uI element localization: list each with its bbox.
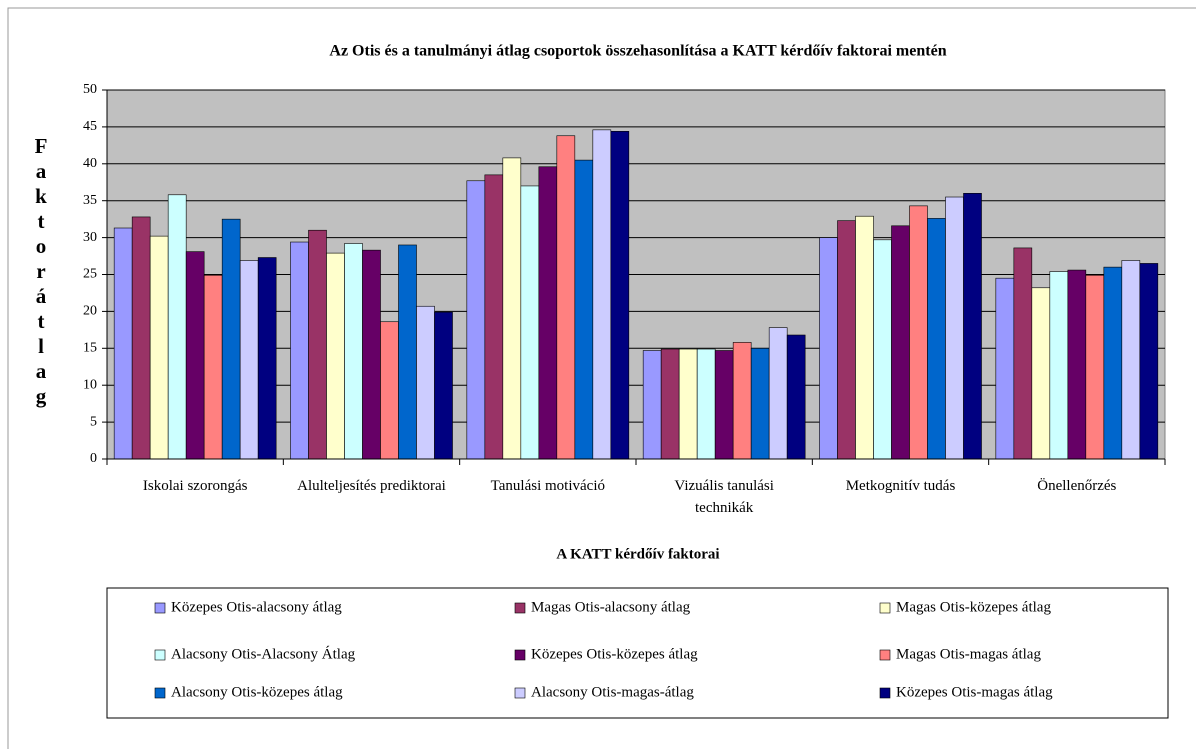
y-axis-label: Faktorátlag <box>29 134 53 409</box>
bar <box>660 348 680 460</box>
bar <box>786 334 806 460</box>
bar <box>538 166 558 460</box>
bar <box>642 350 662 460</box>
bar <box>732 342 752 460</box>
bar <box>714 350 734 460</box>
bar <box>750 347 770 460</box>
legend-label: Magas Otis-közepes átlag <box>896 599 1051 615</box>
bar <box>308 229 327 460</box>
y-tick-label: 35 <box>83 193 97 208</box>
bar <box>344 243 363 460</box>
x-tick-label: Önellenőrzés <box>1037 478 1117 494</box>
legend-label: Közepes Otis-alacsony átlag <box>171 599 342 615</box>
bar <box>221 218 241 460</box>
legend-swatch <box>154 649 166 661</box>
bar <box>592 129 612 460</box>
bar <box>416 305 435 460</box>
y-tick-label: 25 <box>83 267 97 282</box>
bar <box>113 227 133 460</box>
y-tick-label: 45 <box>83 119 97 134</box>
bar <box>678 348 698 460</box>
y-tick-label: 30 <box>83 230 97 245</box>
bar <box>1103 266 1123 460</box>
bar <box>484 174 504 460</box>
x-tick-label: Alulteljesítés prediktorai <box>297 478 446 494</box>
legend-swatch <box>514 687 526 699</box>
x-tick-label: Iskolai szorongás <box>142 478 248 494</box>
bar <box>873 239 892 460</box>
bar <box>927 218 946 460</box>
bar <box>434 311 453 460</box>
y-tick-label: 20 <box>83 304 97 319</box>
legend-label: Közepes Otis-magas átlag <box>896 684 1053 700</box>
bar <box>520 185 540 460</box>
bar <box>203 274 223 460</box>
bar <box>239 260 259 460</box>
bar <box>149 235 169 460</box>
bar <box>398 244 417 460</box>
bar <box>963 193 982 460</box>
bar <box>1031 287 1051 460</box>
bar <box>326 252 345 460</box>
x-tick-label: Metkognitív tudás <box>845 478 956 494</box>
legend-swatch <box>879 602 891 614</box>
bar <box>185 251 205 460</box>
bar <box>257 257 277 460</box>
legend-swatch <box>879 649 891 661</box>
bar <box>574 159 594 460</box>
legend-swatch <box>879 687 891 699</box>
legend-swatch <box>514 649 526 661</box>
bar <box>837 220 856 460</box>
chart-title: Az Otis és a tanulmányi átlag csoportok … <box>329 43 946 60</box>
bar <box>696 348 716 460</box>
legend-label: Magas Otis-alacsony átlag <box>531 599 691 615</box>
bar <box>362 249 381 460</box>
bar <box>909 205 928 460</box>
legend-swatch <box>154 602 166 614</box>
x-tick-label: Tanulási motiváció <box>490 478 605 494</box>
y-tick-label: 15 <box>83 341 97 356</box>
bar <box>891 225 910 460</box>
y-tick-label: 0 <box>90 451 97 466</box>
y-tick-label: 5 <box>90 414 97 429</box>
bar <box>1121 260 1141 460</box>
legend-swatch <box>154 687 166 699</box>
legend-label: Alacsony Otis-közepes átlag <box>171 684 343 700</box>
bar <box>1013 247 1033 460</box>
x-tick-label: Vizuális tanulási technikák <box>674 478 774 516</box>
legend-label: Magas Otis-magas átlag <box>896 646 1041 662</box>
y-tick-label: 10 <box>83 377 97 392</box>
legend-label: Alacsony Otis-Alacsony Átlag <box>171 645 356 662</box>
y-tick-label: 50 <box>83 82 97 97</box>
bar <box>1085 274 1105 460</box>
bar <box>995 277 1015 460</box>
bar <box>1049 271 1069 460</box>
bar <box>1067 269 1087 460</box>
legend-box <box>106 587 1169 719</box>
bar <box>855 215 874 460</box>
bar <box>768 327 788 460</box>
legend-swatch <box>514 602 526 614</box>
bar <box>502 157 522 460</box>
y-tick-label: 40 <box>83 156 97 171</box>
x-axis-label: A KATT kérdőív faktorai <box>556 546 719 562</box>
bar <box>466 180 486 460</box>
bar <box>1139 263 1159 460</box>
legend-label: Alacsony Otis-magas-átlag <box>531 684 694 700</box>
bar <box>819 237 838 460</box>
legend-label: Közepes Otis-közepes átlag <box>531 646 698 662</box>
bar <box>290 241 309 460</box>
bar <box>945 196 964 460</box>
bar <box>556 135 576 460</box>
bar <box>131 216 151 460</box>
bar <box>380 321 399 460</box>
bar <box>610 131 630 460</box>
bar <box>167 194 187 460</box>
